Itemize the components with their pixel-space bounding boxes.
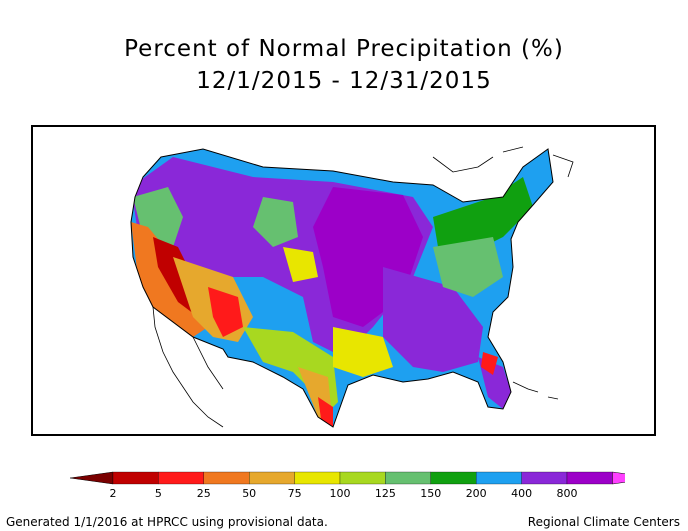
caribbean-outline (512, 381, 559, 400)
legend-tick-label: 75 (288, 487, 302, 500)
footer-credit: Generated 1/1/2016 at HPRCC using provis… (6, 515, 328, 529)
legend-tick-label: 100 (330, 487, 351, 500)
legend-swatch (476, 471, 522, 485)
legend-tick-label: 200 (466, 487, 487, 500)
precip-field (131, 149, 553, 427)
map-date-range: 12/1/2015 - 12/31/2015 (196, 68, 492, 94)
legend-tick-label: 5 (155, 487, 162, 500)
color-legend: 2 5 25 50 75 100 125 150 200 400 800 (69, 471, 625, 500)
mexico-border-outline (152, 306, 224, 428)
legend-swatch (249, 471, 295, 485)
legend-tick-label: 800 (557, 487, 578, 500)
legend-swatch (521, 471, 568, 485)
legend-arrow-high (612, 471, 625, 485)
legend-swatch (430, 471, 477, 485)
legend-tick-label: 50 (242, 487, 256, 500)
legend-tick-label: 400 (511, 487, 532, 500)
map-title: Percent of Normal Precipitation (%) (124, 36, 564, 62)
footer-source: Regional Climate Centers (527, 515, 680, 529)
legend-swatch (203, 471, 250, 485)
legend-swatch (294, 471, 341, 485)
legend-swatch (112, 471, 159, 485)
legend-tick-label: 2 (110, 487, 117, 500)
map-frame (31, 125, 656, 436)
legend-tick-label: 25 (197, 487, 211, 500)
legend-arrow-low (69, 471, 114, 485)
canada-coast-outline (432, 146, 574, 178)
legend-swatch (566, 471, 613, 485)
legend-swatch (385, 471, 431, 485)
legend-swatch (158, 471, 204, 485)
legend-swatch (339, 471, 386, 485)
legend-tick-label: 150 (420, 487, 441, 500)
precipitation-map (130, 146, 574, 428)
legend-tick-label: 125 (375, 487, 396, 500)
